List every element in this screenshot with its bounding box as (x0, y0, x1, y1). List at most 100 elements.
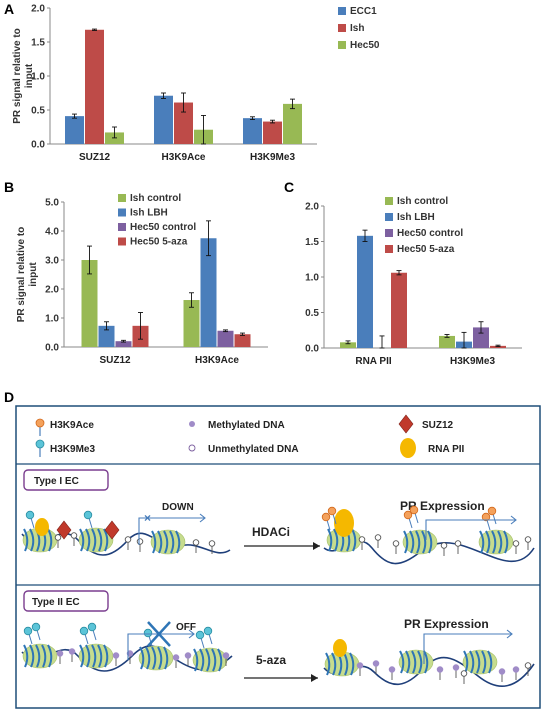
y-axis-label: PR signal relative toinput (12, 28, 35, 124)
category-label: H3K9Ace (195, 355, 239, 366)
legend-h3k9ace-text: H3K9Ace (50, 420, 94, 431)
category-label: SUZ12 (79, 152, 111, 163)
methylated-dot-icon (498, 668, 506, 675)
legend-swatch (338, 41, 346, 49)
me3-marker-icon (195, 630, 205, 640)
ace-marker-icon (327, 506, 337, 516)
legend-entry: Hec50 control (130, 222, 196, 233)
suz12-diamond-icon (398, 414, 414, 434)
y-tick-label: 0.0 (45, 343, 59, 354)
category-label: H3K9Me3 (450, 356, 495, 367)
suz12-diamond-icon (56, 520, 72, 540)
type2-label-box (23, 590, 109, 612)
me3-marker-icon (143, 628, 153, 638)
ace-marker-icon (409, 505, 419, 515)
rnapii-ellipse-icon (334, 509, 354, 537)
bar-hec50-control-h3k9ace (217, 330, 234, 347)
legend-swatch (118, 194, 126, 202)
legend-swatch (385, 213, 393, 221)
methylated-dot-icon (222, 652, 230, 659)
nucleosome-icon (78, 527, 114, 553)
legend-swatch (385, 229, 393, 237)
legend-entry: Ish (350, 23, 364, 34)
y-tick-label: 1.5 (31, 38, 45, 49)
legend-suz12-text: SUZ12 (422, 420, 454, 431)
methylated-dot-icon (172, 654, 180, 661)
bar-ecc1-h3k9me3 (243, 118, 262, 144)
bar-hec50-5-aza-rna-pii (391, 272, 407, 348)
legend-swatch (118, 208, 126, 217)
bar-ish-h3k9me3 (263, 121, 282, 144)
rnapii-ellipse-icon (333, 639, 347, 657)
methylated-dot-icon (184, 652, 192, 659)
methylated-dot-icon (356, 662, 364, 669)
legend-swatch (385, 245, 393, 253)
suz12-diamond-icon (104, 520, 120, 540)
y-tick-label: 4.0 (45, 227, 59, 238)
legend-entry: Ish control (397, 196, 448, 207)
me3-marker-icon (35, 439, 45, 449)
methylated-dot-icon (68, 648, 76, 655)
unmethylated-dot-icon (454, 540, 462, 547)
me3-marker-icon (87, 622, 97, 632)
y-tick-label: 1.0 (31, 72, 45, 83)
legend-swatch (118, 237, 126, 246)
methylated-dot-icon (452, 664, 460, 671)
legend-methylated: Methylated DNA (189, 420, 285, 431)
chart-a: 0.0 0.5 1.0 1.5 2.0 PR signal relative toinpu… (12, 4, 380, 164)
bar-hec50-control-suz12 (115, 341, 132, 347)
type2-label: Type II EC (32, 597, 80, 608)
unmethylated-dot-icon (374, 534, 382, 541)
legend-unmethylated: Unmethylated DNA (188, 444, 299, 455)
methylated-dot-icon (512, 666, 520, 673)
legend-entry: Ish LBH (397, 212, 435, 223)
type1-label: Type I EC (34, 476, 79, 487)
bar-hec50-control-h3k9me3 (473, 327, 489, 348)
y-tick-label: 1.5 (305, 237, 319, 248)
unmethylated-dot-icon (124, 536, 132, 543)
category-label: H3K9Ace (162, 152, 206, 163)
y-tick-label: 2.0 (31, 4, 45, 15)
y-axis-label: PR signal relative toinput (16, 227, 39, 323)
legend-rnapii-text: RNA PII (428, 444, 465, 455)
y-tick-label: 0.0 (305, 344, 319, 355)
nucleosome-icon (478, 529, 514, 555)
y-tick-label: 0.5 (305, 308, 319, 319)
type2-treatment-text: 5-aza (256, 653, 286, 667)
bar-ecc1-suz12 (65, 116, 84, 144)
rnapii-ellipse-icon (35, 518, 49, 536)
methylated-dot-icon (372, 660, 380, 667)
y-tick-label: 3.0 (45, 256, 59, 267)
panel-letter-c: C (284, 179, 294, 195)
unmethylated-dot-icon (54, 534, 62, 541)
category-label: H3K9Me3 (250, 152, 295, 163)
legend-entry: Hec50 5-aza (130, 237, 188, 248)
ace-marker-icon (481, 512, 491, 522)
me3-marker-icon (83, 510, 93, 520)
chart-c: 0.0 0.5 1.0 1.5 2.0 RNA PII H3K9Me3 Ish control… (305, 196, 522, 367)
ace-marker-icon (321, 512, 331, 522)
chart-b: 0.0 1.0 2.0 3.0 4.0 5.0 PR signal relative toi… (16, 193, 268, 366)
methylated-dot-icon (388, 666, 396, 673)
legend-methylated-text: Methylated DNA (208, 420, 285, 431)
legend-entry: Hec50 control (397, 228, 463, 239)
legend-h3k9ace: H3K9Ace (35, 418, 94, 436)
nucleosome-icon (398, 649, 434, 675)
ace-marker-icon (403, 510, 413, 520)
legend-h3k9me3: H3K9Me3 (35, 439, 95, 457)
y-tick-label: 2.0 (305, 202, 319, 213)
tss-arrow (138, 517, 205, 545)
nucleosome-icon (150, 529, 186, 555)
nucleosome-icon (192, 647, 228, 673)
unmethylated-dot-icon (192, 539, 200, 546)
legend-entry: ECC1 (350, 6, 377, 17)
bar-ish-suz12 (85, 29, 104, 144)
unmethylated-dot-icon (440, 542, 448, 549)
panel-letter-d: D (4, 389, 14, 405)
unmethylated-dot-icon (358, 536, 366, 543)
methylated-dot-icon (126, 650, 134, 657)
type1-label-box (23, 469, 109, 491)
me3-marker-icon (23, 626, 33, 636)
chromatin-artwork: × (21, 505, 535, 687)
